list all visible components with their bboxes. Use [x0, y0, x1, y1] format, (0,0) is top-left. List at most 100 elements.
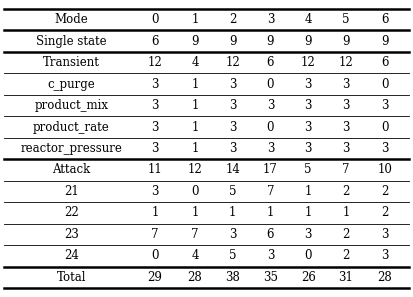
Text: Attack: Attack: [52, 163, 90, 176]
Text: 5: 5: [342, 13, 350, 26]
Text: 5: 5: [229, 249, 237, 262]
Text: 1: 1: [342, 206, 350, 219]
Text: 4: 4: [191, 249, 199, 262]
Text: 2: 2: [342, 185, 350, 198]
Text: 7: 7: [267, 185, 274, 198]
Text: 0: 0: [151, 249, 159, 262]
Text: 3: 3: [342, 121, 350, 134]
Text: 35: 35: [263, 271, 278, 284]
Text: 3: 3: [304, 228, 312, 241]
Text: 4: 4: [304, 13, 312, 26]
Text: Transient: Transient: [43, 56, 100, 69]
Text: 23: 23: [64, 228, 78, 241]
Text: 1: 1: [229, 206, 236, 219]
Text: 12: 12: [301, 56, 316, 69]
Text: 3: 3: [267, 142, 274, 155]
Text: 1: 1: [304, 185, 312, 198]
Text: 24: 24: [64, 249, 78, 262]
Text: 3: 3: [342, 78, 350, 91]
Text: 3: 3: [229, 78, 237, 91]
Text: 3: 3: [229, 228, 237, 241]
Text: 3: 3: [151, 78, 159, 91]
Text: 5: 5: [229, 185, 237, 198]
Text: 6: 6: [267, 56, 274, 69]
Text: reactor_pressure: reactor_pressure: [20, 142, 122, 155]
Text: 29: 29: [148, 271, 163, 284]
Text: Total: Total: [57, 271, 86, 284]
Text: 12: 12: [339, 56, 354, 69]
Text: 3: 3: [229, 121, 237, 134]
Text: 38: 38: [225, 271, 240, 284]
Text: 2: 2: [381, 206, 389, 219]
Text: 12: 12: [188, 163, 202, 176]
Text: 1: 1: [267, 206, 274, 219]
Text: 3: 3: [304, 99, 312, 112]
Text: 1: 1: [191, 206, 199, 219]
Text: 1: 1: [191, 13, 199, 26]
Text: 5: 5: [304, 163, 312, 176]
Text: product_mix: product_mix: [34, 99, 108, 112]
Text: 21: 21: [64, 185, 78, 198]
Text: 7: 7: [151, 228, 159, 241]
Text: 2: 2: [229, 13, 236, 26]
Text: 3: 3: [229, 142, 237, 155]
Text: 3: 3: [267, 99, 274, 112]
Text: 6: 6: [381, 56, 389, 69]
Text: 2: 2: [342, 249, 350, 262]
Text: 3: 3: [267, 13, 274, 26]
Text: 26: 26: [301, 271, 316, 284]
Text: 17: 17: [263, 163, 278, 176]
Text: 3: 3: [267, 249, 274, 262]
Text: 3: 3: [151, 121, 159, 134]
Text: 14: 14: [225, 163, 240, 176]
Text: Mode: Mode: [55, 13, 88, 26]
Text: 22: 22: [64, 206, 78, 219]
Text: 9: 9: [381, 35, 389, 48]
Text: 4: 4: [191, 56, 199, 69]
Text: 0: 0: [267, 78, 274, 91]
Text: 28: 28: [377, 271, 392, 284]
Text: 1: 1: [191, 99, 199, 112]
Text: 9: 9: [267, 35, 274, 48]
Text: 1: 1: [191, 121, 199, 134]
Text: 3: 3: [304, 78, 312, 91]
Text: 3: 3: [381, 249, 389, 262]
Text: 2: 2: [381, 185, 389, 198]
Text: 28: 28: [188, 271, 202, 284]
Text: 3: 3: [304, 142, 312, 155]
Text: 0: 0: [381, 121, 389, 134]
Text: 6: 6: [151, 35, 159, 48]
Text: Single state: Single state: [36, 35, 107, 48]
Text: 3: 3: [342, 142, 350, 155]
Text: 1: 1: [191, 142, 199, 155]
Text: 0: 0: [191, 185, 199, 198]
Text: 9: 9: [304, 35, 312, 48]
Text: 11: 11: [148, 163, 162, 176]
Text: 3: 3: [304, 121, 312, 134]
Text: 12: 12: [148, 56, 162, 69]
Text: 3: 3: [381, 99, 389, 112]
Text: 12: 12: [225, 56, 240, 69]
Text: c_purge: c_purge: [47, 78, 95, 91]
Text: 0: 0: [267, 121, 274, 134]
Text: 3: 3: [151, 142, 159, 155]
Text: 2: 2: [342, 228, 350, 241]
Text: 1: 1: [152, 206, 159, 219]
Text: 7: 7: [191, 228, 199, 241]
Text: 3: 3: [381, 142, 389, 155]
Text: 9: 9: [229, 35, 237, 48]
Text: 9: 9: [191, 35, 199, 48]
Text: 9: 9: [342, 35, 350, 48]
Text: 0: 0: [381, 78, 389, 91]
Text: 7: 7: [342, 163, 350, 176]
Text: 0: 0: [304, 249, 312, 262]
Text: 1: 1: [304, 206, 312, 219]
Text: 3: 3: [229, 99, 237, 112]
Text: 1: 1: [191, 78, 199, 91]
Text: 31: 31: [339, 271, 354, 284]
Text: 3: 3: [342, 99, 350, 112]
Text: 3: 3: [381, 228, 389, 241]
Text: 6: 6: [381, 13, 389, 26]
Text: 3: 3: [151, 185, 159, 198]
Text: 3: 3: [151, 99, 159, 112]
